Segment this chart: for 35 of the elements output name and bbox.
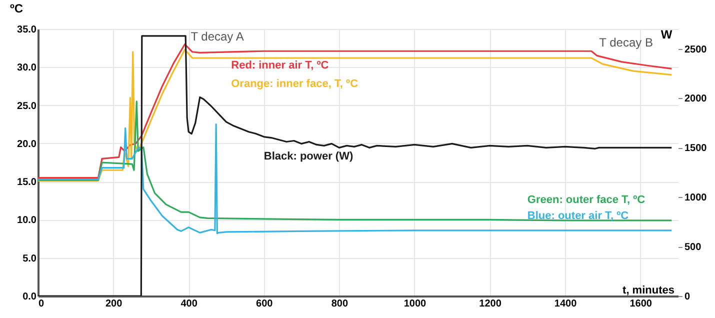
x-tick-label: 1400	[554, 298, 578, 310]
y2-tick-label: 500	[684, 242, 702, 254]
series-label: Blue: outer air T, ºC	[527, 210, 629, 222]
y-tick-label: 35.0	[17, 24, 37, 36]
y-tick-label: 25.0	[17, 100, 37, 112]
y2-axis-title: W	[660, 28, 673, 42]
annotation: T decay B	[599, 36, 653, 50]
x-tick-label: 1200	[479, 298, 502, 310]
line-series	[38, 100, 672, 222]
y2-tick-label: 2000	[684, 94, 708, 105]
line-series	[38, 124, 672, 234]
y-tick-label: 15.0	[17, 177, 37, 188]
annotation: T decay A	[190, 30, 244, 44]
y2-tick-label: 0	[684, 292, 690, 302]
y2-tick-label: 1000	[684, 192, 708, 204]
y-tick-label: 0.0	[22, 292, 37, 302]
y2-tick-label: 2500	[684, 44, 708, 56]
y-tick-label: 5.0	[22, 253, 37, 264]
y-axis-title: ºC	[10, 2, 24, 16]
x-tick-label: 200	[105, 298, 123, 310]
series-label: Black: power (W)	[264, 150, 354, 162]
x-tick-label: 600	[256, 298, 274, 310]
x-tick-label: 800	[331, 298, 348, 310]
series-label: Green: outer face T, ºC	[527, 194, 646, 206]
series-label: Red: inner air T, ºC	[231, 60, 329, 72]
y2-tick-label: 1500	[684, 143, 708, 154]
x-tick-label: 0	[38, 298, 44, 310]
x-tick-label: 1600	[630, 298, 652, 310]
y-tick-label: 10.0	[17, 215, 37, 226]
series-label: Orange: inner face, T, ºC	[231, 78, 358, 90]
y-tick-label: 20.0	[17, 138, 37, 150]
y-tick-label: 30.0	[17, 62, 37, 74]
x-tick-label: 400	[180, 298, 198, 310]
x-tick-label: 1000	[404, 298, 427, 310]
x-axis-title: t, minutes	[622, 284, 674, 296]
